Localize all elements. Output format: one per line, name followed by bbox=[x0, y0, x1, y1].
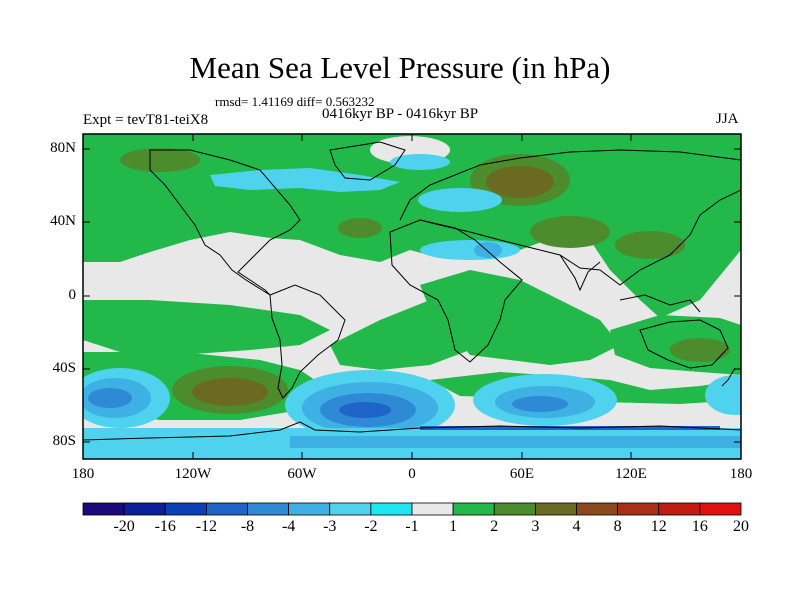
lon-label-0: 0 bbox=[408, 466, 416, 482]
negative-anomaly-npacific bbox=[210, 168, 400, 192]
period-label: 0416kyr BP - 0416kyr BP bbox=[322, 106, 479, 122]
positive-anomaly-pacific-4 bbox=[192, 378, 268, 406]
positive-anomaly-atlantic-3 bbox=[338, 218, 382, 238]
colorbar-cell bbox=[370, 502, 413, 516]
colorbar-label: 8 bbox=[613, 518, 622, 535]
colorbar bbox=[82, 502, 742, 516]
colorbar-cell bbox=[493, 502, 536, 516]
colorbar-label: -16 bbox=[154, 518, 176, 535]
positive-anomaly-arctic-3 bbox=[120, 148, 200, 172]
negative-anomaly-nafrica bbox=[420, 240, 520, 260]
lon-label-120e: 120E bbox=[615, 466, 647, 482]
positive-anomaly-satlantic bbox=[330, 300, 470, 370]
positive-anomaly-australia-3 bbox=[670, 338, 730, 362]
colorbar-cell bbox=[164, 502, 207, 516]
lon-label-60w: 60W bbox=[287, 466, 317, 482]
experiment-label: Expt = tevT81-teiX8 bbox=[83, 112, 209, 128]
negative-anomaly-indian-4 bbox=[512, 396, 568, 412]
lat-label-0: 0 bbox=[68, 287, 77, 303]
positive-anomaly-asia-3 bbox=[530, 216, 610, 248]
positive-anomaly-eastasia-3 bbox=[615, 231, 685, 259]
negative-anomaly-greenland bbox=[390, 154, 450, 170]
lon-label-180e: 180 bbox=[729, 466, 753, 482]
positive-anomaly-africa bbox=[420, 270, 620, 365]
colorbar-cell bbox=[411, 502, 454, 516]
lon-label-180w: 180 bbox=[71, 466, 95, 482]
colorbar-cell bbox=[617, 502, 660, 516]
season-label: JJA bbox=[716, 111, 739, 127]
colorbar-label: 2 bbox=[490, 518, 499, 535]
map-ticks bbox=[82, 134, 742, 459]
lat-label-40n: 40N bbox=[50, 213, 76, 229]
positive-anomaly-pacific bbox=[83, 300, 330, 355]
colorbar-cell bbox=[452, 502, 495, 516]
colorbar-label: -12 bbox=[195, 518, 218, 535]
colorbar-label: 16 bbox=[691, 518, 708, 535]
colorbar-label: -3 bbox=[323, 518, 337, 535]
map-fields bbox=[83, 134, 741, 459]
colorbar-cell bbox=[329, 502, 372, 516]
colorbar-label: 4 bbox=[572, 518, 581, 535]
lon-label-120w: 120W bbox=[174, 466, 212, 482]
coastlines bbox=[83, 141, 741, 441]
colorbar-cell bbox=[699, 502, 742, 516]
colorbar-label: -4 bbox=[281, 518, 296, 535]
colorbar-cell bbox=[123, 502, 166, 516]
lat-label-80s: 80S bbox=[52, 433, 76, 449]
negative-anomaly-nafrica-3 bbox=[474, 242, 502, 258]
colorbar-label: -8 bbox=[240, 518, 255, 535]
colorbar-label: -20 bbox=[113, 518, 135, 535]
lat-label-40s: 40S bbox=[52, 360, 76, 376]
colorbar-label: 12 bbox=[650, 518, 667, 535]
colorbar-cell bbox=[288, 502, 331, 516]
positive-anomaly-siberia-4 bbox=[486, 166, 554, 198]
colorbar-label: -2 bbox=[364, 518, 378, 535]
colorbar-cell bbox=[205, 502, 248, 516]
colorbar-label: -1 bbox=[405, 518, 419, 535]
negative-anomaly-antarctic-3 bbox=[290, 436, 741, 448]
colorbar-cell bbox=[82, 502, 125, 516]
lat-label-80n: 80N bbox=[50, 140, 76, 156]
colorbar-label: 1 bbox=[449, 518, 458, 535]
colorbar-label: 3 bbox=[531, 518, 540, 535]
page-title: Mean Sea Level Pressure (in hPa) bbox=[189, 50, 611, 85]
colorbar-cell bbox=[534, 502, 577, 516]
negative-anomaly-tasman bbox=[705, 375, 741, 415]
colorbar-label: 20 bbox=[733, 518, 749, 535]
lon-label-60e: 60E bbox=[509, 466, 535, 482]
colorbar-cell bbox=[658, 502, 701, 516]
negative-anomaly-europe bbox=[418, 188, 502, 212]
negative-anomaly-satlantic-8 bbox=[339, 402, 391, 418]
rmsd-diff-stats: rmsd= 1.41169 diff= 0.563232 bbox=[215, 94, 375, 109]
negative-anomaly-spacific-4 bbox=[88, 388, 132, 408]
colorbar-cell bbox=[576, 502, 619, 516]
colorbar-cell bbox=[247, 502, 290, 516]
